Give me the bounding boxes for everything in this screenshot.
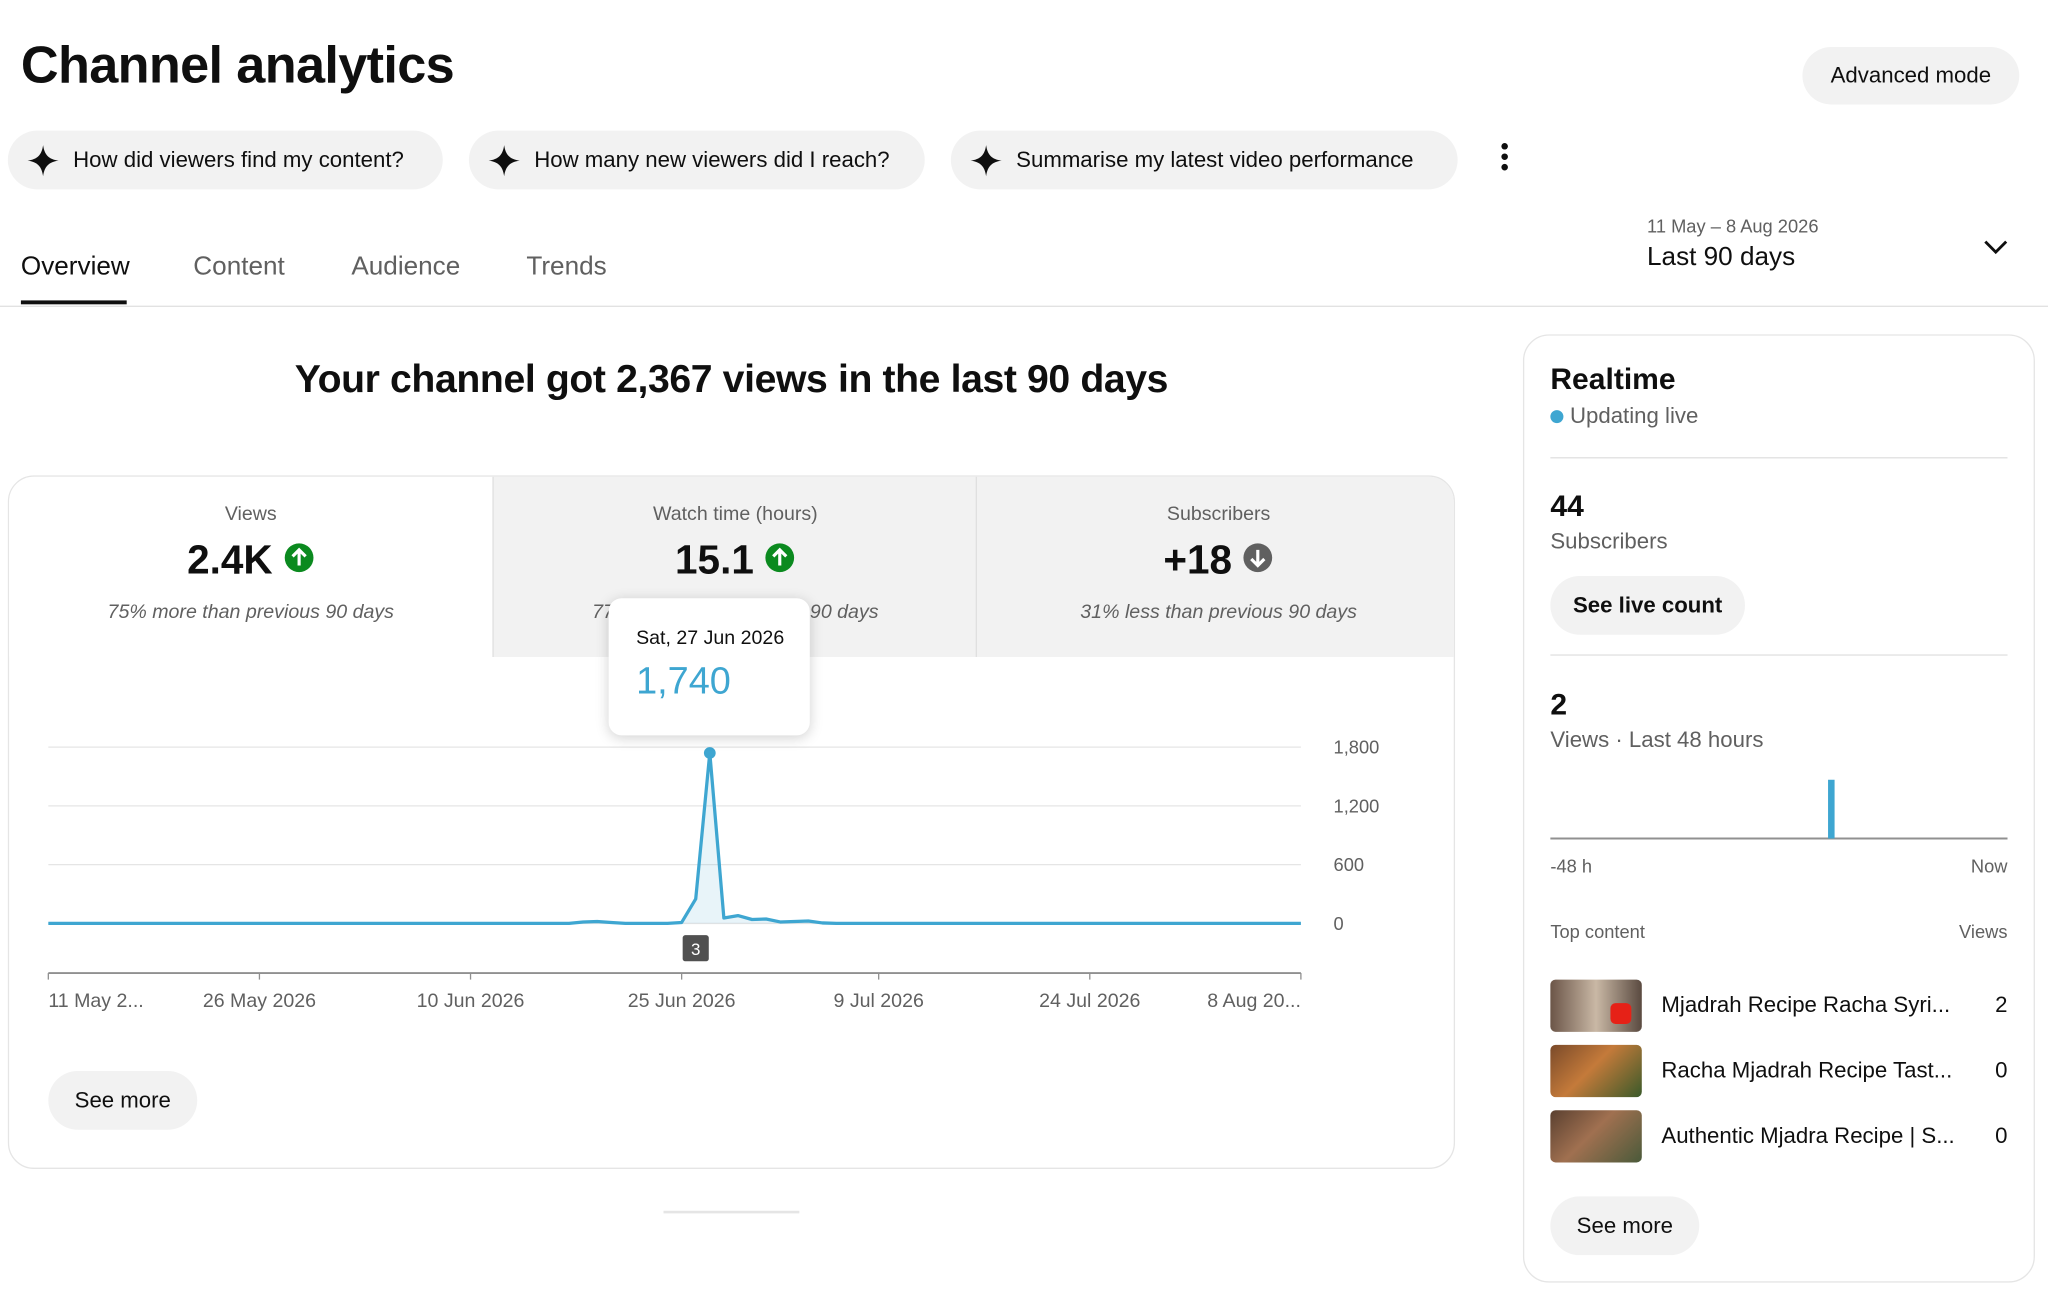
- table-header: Top content: [1550, 920, 1645, 942]
- tooltip-value: 1,740: [636, 660, 731, 703]
- mini-axis-label: Now: [1970, 855, 2008, 877]
- metric[interactable]: Watch time (hours)15.177% more than prev…: [492, 476, 977, 657]
- video-title[interactable]: Mjadrah Recipe Racha Syri...: [1661, 992, 1951, 1018]
- trend-icon: [283, 537, 314, 584]
- trend-arrow-shape: [772, 547, 788, 566]
- thumbnail[interactable]: [1550, 1110, 1642, 1163]
- mini-bar: [1828, 779, 1835, 839]
- sparkle-icon: [488, 144, 520, 176]
- y-tick-label: 1,200: [1334, 795, 1380, 816]
- trend-icon: [1243, 537, 1274, 584]
- y-tick-label: 1,800: [1334, 737, 1380, 758]
- more-menu[interactable]: [1492, 141, 1518, 175]
- metric-value-row: +18: [977, 536, 1454, 584]
- divider: [0, 305, 2048, 307]
- prompt-text: How many new viewers did I reach?: [534, 146, 890, 172]
- tab[interactable]: Content: [193, 252, 285, 281]
- x-tick-label: 26 May 2026: [203, 990, 316, 1012]
- y-tick-label: 0: [1334, 913, 1344, 934]
- line-area: [48, 752, 1301, 924]
- trend-arrow-shape: [1250, 549, 1266, 568]
- scroll-indicator: [663, 1210, 800, 1214]
- video-title[interactable]: Authentic Mjadra Recipe | S...: [1661, 1123, 1955, 1149]
- metric[interactable]: Views 2.4K 75% more than previous 90 days: [9, 476, 493, 657]
- sparkle-icon: [27, 144, 59, 176]
- headline: Your channel got 2,367 views in the last…: [294, 357, 1169, 401]
- metric-value: 2.4K: [187, 536, 273, 583]
- thumbnail[interactable]: [1550, 979, 1642, 1032]
- thumbnail[interactable]: [1550, 1044, 1642, 1098]
- metrics-card: Views 2.4K 75% more than previous 90 days …: [7, 475, 1456, 1169]
- page-title: Channel analytics: [20, 36, 455, 95]
- line: [48, 751, 1301, 926]
- shorts-badge: [1610, 1003, 1632, 1024]
- realtime-status: Updating live: [1569, 403, 1699, 429]
- live-dot: [1550, 410, 1564, 424]
- prompt-text: Summarise my latest video performance: [1016, 146, 1414, 172]
- tooltip-date: Sat, 27 Jun 2026: [636, 626, 785, 650]
- metric-comparison: 75% more than previous 90 days: [107, 600, 394, 624]
- live-count-button[interactable]: See live count: [1550, 575, 1745, 635]
- tooltip: Sat, 27 Jun 2026 1,740: [608, 598, 810, 736]
- metric[interactable]: Subscribers +18 31% less than previous 90 …: [975, 476, 1454, 657]
- highlight-point: [703, 747, 716, 759]
- tab-underline: [20, 300, 127, 305]
- metric-value: 15.1: [675, 536, 754, 583]
- table-header: Views: [1959, 920, 2008, 942]
- mini-axis-label: -48 h: [1550, 855, 1593, 877]
- prompt-chip[interactable]: How many new viewers did I reach?: [468, 130, 925, 190]
- metric-label: Watch time (hours): [652, 502, 818, 526]
- trend-arrow: [284, 543, 314, 573]
- tab[interactable]: Trends: [526, 252, 607, 281]
- subscriber-count: 44: [1550, 488, 1584, 523]
- metric-value-row: 2.4K: [9, 537, 492, 584]
- y-tick-label: 600: [1334, 854, 1364, 875]
- video-views: 0: [1995, 1057, 2008, 1083]
- dropdown-chevron[interactable]: [1980, 235, 2011, 261]
- video-views: 0: [1995, 1123, 2008, 1149]
- sparkle-icon: [970, 144, 1002, 176]
- metric-label: Views: [224, 502, 277, 526]
- prompt-chip[interactable]: How did viewers find my content?: [7, 130, 443, 190]
- prompt-text: How did viewers find my content?: [73, 146, 404, 172]
- trend-icon: [764, 537, 795, 584]
- x-tick-label: 25 Jun 2026: [628, 990, 736, 1012]
- see-more-button[interactable]: See more: [1550, 1196, 1700, 1256]
- views-count: 2: [1550, 687, 1568, 721]
- see-more-button[interactable]: See more: [48, 1071, 198, 1130]
- divider: [1550, 654, 2008, 656]
- realtime-card: [1522, 334, 2035, 1283]
- realtime-title: Realtime: [1550, 361, 1676, 396]
- video-views: 2: [1995, 992, 2008, 1018]
- x-tick-label: 11 May 2...: [48, 990, 143, 1012]
- x-tick-label: 9 Jul 2026: [834, 990, 924, 1012]
- date-range-label[interactable]: Last 90 days: [1647, 242, 1796, 272]
- metric-label: Subscribers: [1166, 502, 1271, 526]
- trend-arrow: [765, 543, 795, 573]
- advanced-mode-button[interactable]: Advanced mode: [1802, 47, 2020, 105]
- metric-comparison: 31% less than previous 90 days: [1080, 600, 1357, 624]
- annotation-label: 3: [691, 940, 700, 959]
- tab[interactable]: Overview: [20, 252, 130, 281]
- x-tick-label: 8 Aug 20...: [1207, 990, 1301, 1012]
- views-label: Views · Last 48 hours: [1550, 727, 1764, 753]
- video-title[interactable]: Racha Mjadrah Recipe Tast...: [1661, 1057, 1953, 1083]
- tab[interactable]: Audience: [351, 252, 461, 281]
- divider: [1550, 457, 2008, 459]
- metric-value: +18: [1163, 536, 1233, 583]
- subscriber-label: Subscribers: [1550, 528, 1668, 554]
- trend-arrow-shape: [291, 547, 307, 566]
- trend-arrow: [1243, 543, 1273, 573]
- x-tick-label: 10 Jun 2026: [417, 990, 525, 1012]
- metric-value-row: 15.1: [494, 537, 977, 584]
- prompt-chip[interactable]: Summarise my latest video performance: [950, 130, 1458, 190]
- annotation-marker: [682, 935, 709, 962]
- date-range: 11 May – 8 Aug 2026: [1647, 215, 1819, 237]
- x-tick-label: 24 Jul 2026: [1039, 990, 1140, 1012]
